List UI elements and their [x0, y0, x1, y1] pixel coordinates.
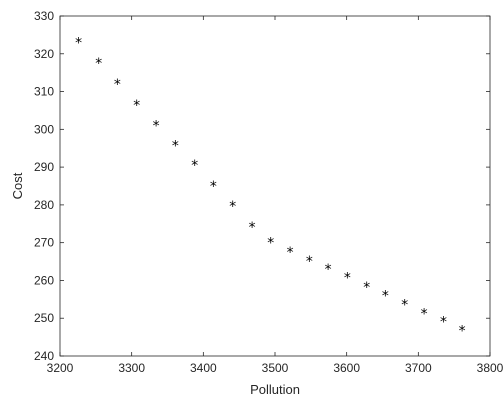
data-point: *	[152, 119, 160, 135]
y-tick-label: 320	[34, 47, 54, 61]
plot-area	[60, 16, 490, 356]
x-tick-label: 3200	[47, 361, 74, 375]
y-tick-label: 290	[34, 160, 54, 174]
data-point: *	[381, 289, 389, 305]
data-point: *	[191, 158, 199, 174]
x-tick-label: 3400	[190, 361, 217, 375]
y-tick-label: 310	[34, 85, 54, 99]
data-point: *	[266, 236, 274, 252]
data-point: *	[305, 254, 313, 270]
y-tick-label: 270	[34, 236, 54, 250]
x-tick-label: 3600	[333, 361, 360, 375]
data-point: *	[420, 306, 428, 322]
x-tick-label: 3800	[477, 361, 503, 375]
x-tick-label: 3700	[405, 361, 432, 375]
data-point: *	[324, 262, 332, 278]
axes: 3200 3300 3400 3500 3600 3700 3800 240 250 260 270…	[34, 9, 503, 375]
y-axis-label: Cost	[10, 172, 25, 199]
y-tick-label: 300	[34, 122, 54, 136]
data-point: *	[286, 245, 294, 261]
y-tick-label: 260	[34, 273, 54, 287]
x-tick-label: 3500	[262, 361, 289, 375]
data-point: *	[94, 56, 102, 72]
data-point: *	[228, 199, 236, 215]
data-point: *	[458, 323, 466, 339]
data-point: *	[248, 220, 256, 236]
data-point: *	[363, 280, 371, 296]
data-point: *	[343, 270, 351, 286]
y-tick-label: 330	[34, 9, 54, 23]
data-point: *	[74, 35, 82, 51]
data-point: *	[113, 77, 121, 93]
y-tick-label: 240	[34, 349, 54, 363]
data-point: *	[400, 298, 408, 314]
data-point: *	[209, 179, 217, 195]
x-axis-label: Pollution	[250, 382, 300, 397]
data-point: *	[439, 315, 447, 331]
data-point: *	[171, 139, 179, 155]
y-tick-label: 280	[34, 198, 54, 212]
y-tick-label: 250	[34, 311, 54, 325]
data-markers: * * * * * * * * * * * * * * * * * * * * *	[74, 35, 466, 339]
x-tick-label: 3300	[118, 361, 145, 375]
data-point: *	[132, 98, 140, 114]
